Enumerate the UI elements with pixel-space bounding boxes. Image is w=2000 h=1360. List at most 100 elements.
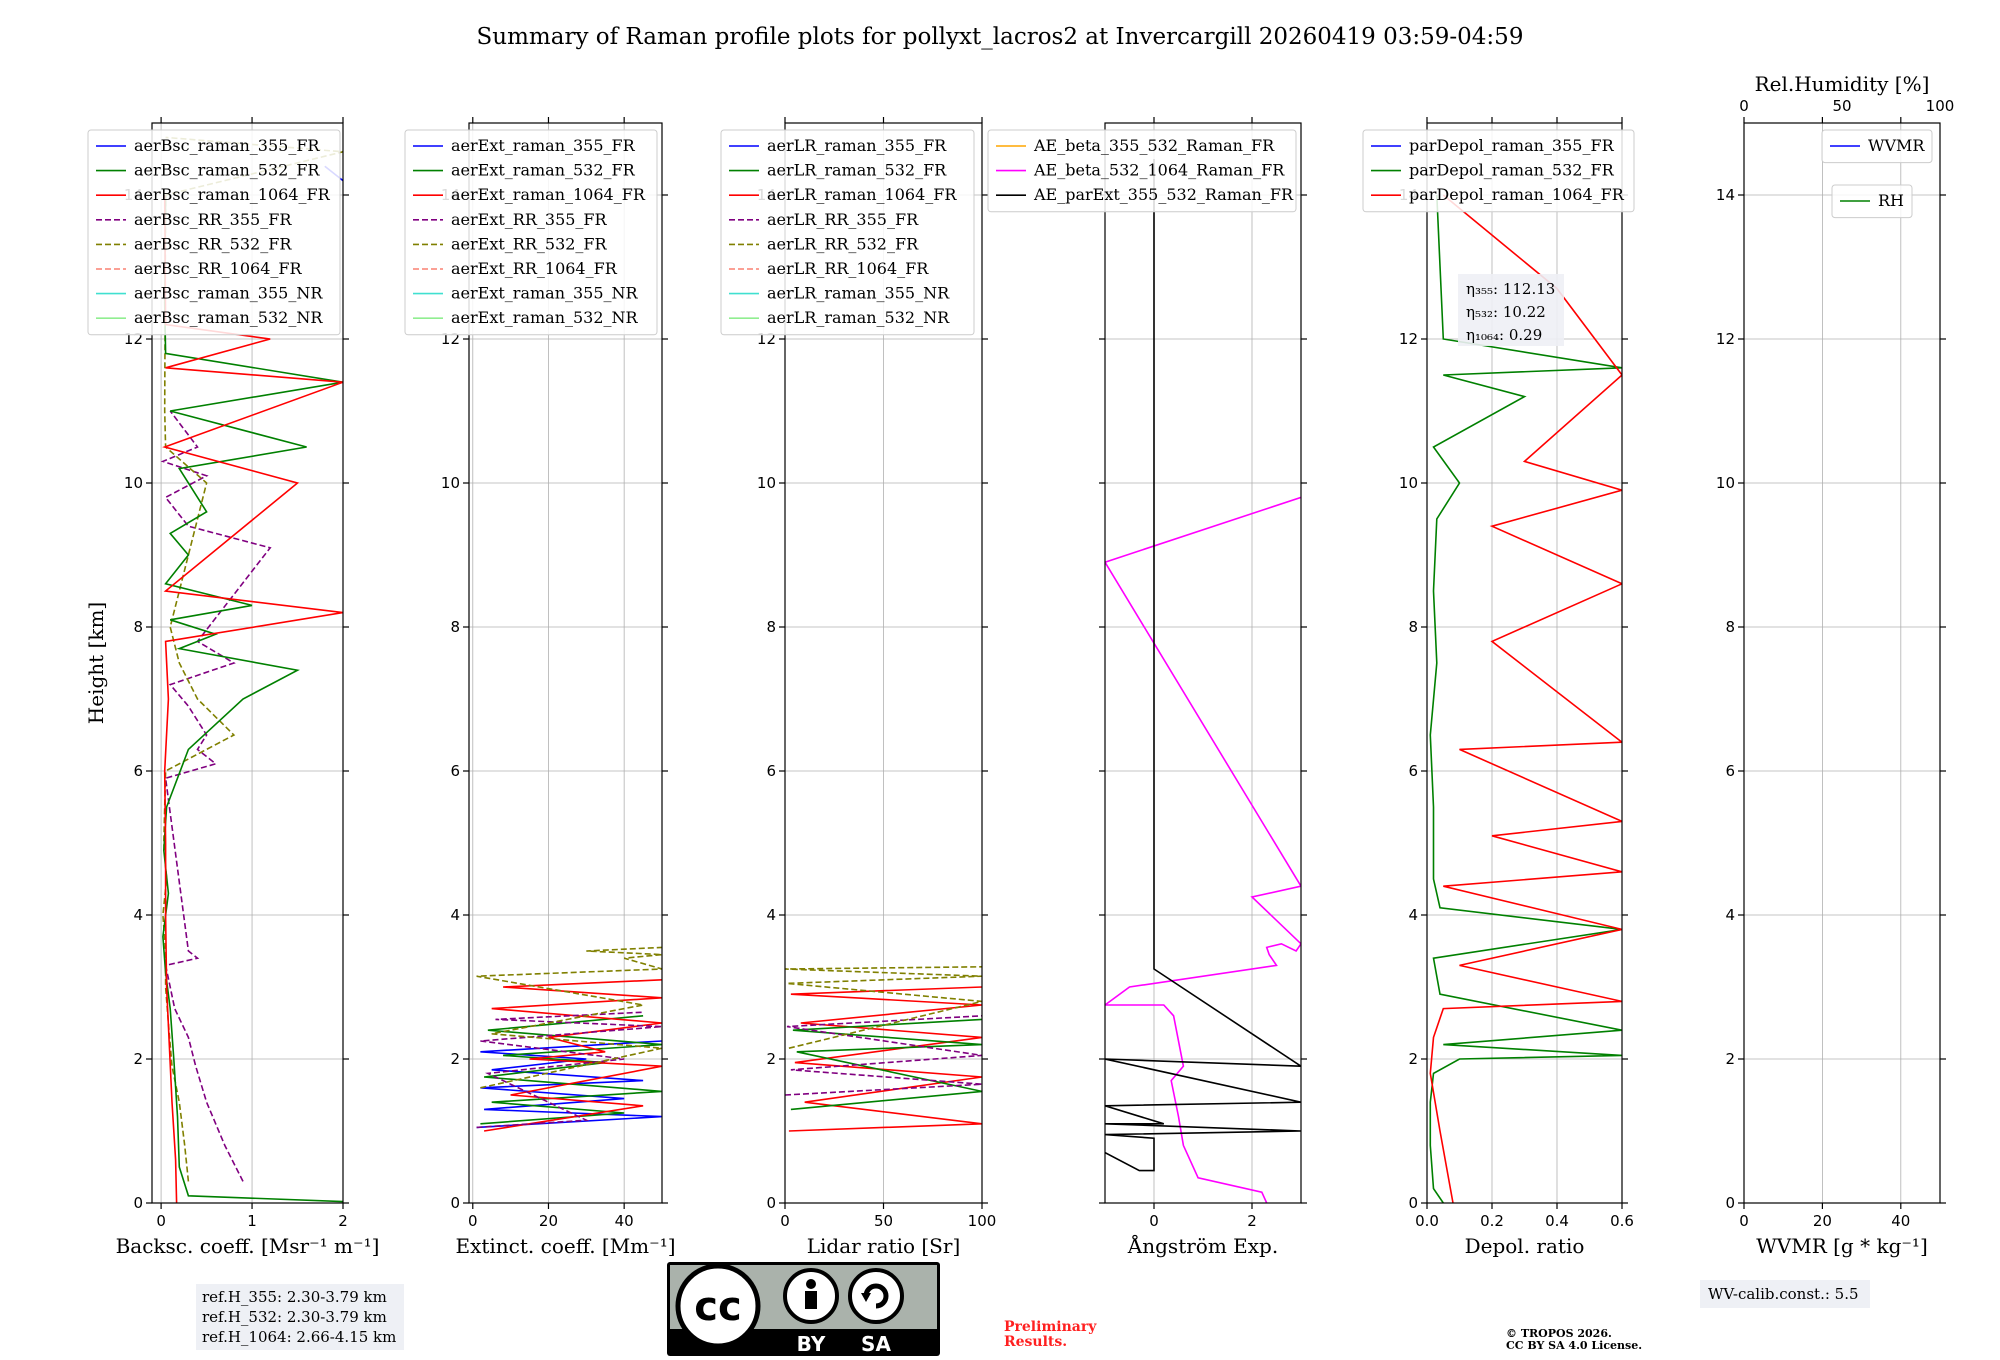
ytick-label: 10 — [441, 474, 460, 492]
legend-label: aerLR_raman_355_FR — [767, 136, 947, 155]
ytick-label: 10 — [1716, 474, 1735, 492]
ytick-label: 8 — [1725, 618, 1735, 636]
series-group-ang — [1105, 159, 1301, 1203]
eta-532: η₅₃₂: 10.22 — [1466, 303, 1546, 321]
xtick-label: 2 — [1247, 1212, 1257, 1230]
legend-label: WVMR — [1868, 136, 1925, 155]
legend-label: AE_parExt_355_532_Raman_FR — [1033, 185, 1294, 204]
series-aerBsc_RR_355_FR — [160, 410, 272, 1182]
xtick-label: 0 — [156, 1212, 166, 1230]
legend-label: aerExt_raman_532_FR — [451, 161, 636, 180]
panel-bsc: 02468101214012Backsc. coeff. [Msr⁻¹ m⁻¹]… — [87, 117, 380, 1258]
xtick-label: 20 — [539, 1212, 558, 1230]
legend-frame — [87, 129, 341, 336]
legend-frame — [1362, 129, 1635, 213]
ytick-label: 4 — [766, 906, 776, 924]
eta-1064: η₁₀₆₄: 0.29 — [1466, 326, 1542, 344]
series-aerBsc_raman_1064_FR — [162, 194, 343, 1203]
ref-height-1064: ref.H_1064: 2.66-4.15 km — [202, 1328, 396, 1346]
legend-label: aerBsc_raman_532_NR — [134, 308, 323, 327]
panel-lr: 02468101214050100Lidar ratio [Sr]aerLR_r… — [720, 117, 997, 1258]
grid-ang — [1105, 123, 1301, 1204]
ytick-label: 0 — [133, 1194, 143, 1212]
ytick-label: 4 — [450, 906, 460, 924]
grid-wv — [1743, 123, 1940, 1204]
series-aerBsc_RR_532_FR — [162, 136, 343, 1182]
ytick-label: 8 — [133, 618, 143, 636]
xtick-label: 0 — [1149, 1212, 1159, 1230]
legend-label: aerLR_RR_355_FR — [767, 210, 919, 229]
series-AE_beta_532_1064_Raman_FR — [1105, 496, 1301, 1203]
series-aerLR_RR_532_FR — [785, 966, 982, 1049]
xtick-label: 20 — [1813, 1212, 1832, 1230]
legend-lr: aerLR_raman_355_FR aerLR_raman_532_FR aerL… — [720, 129, 975, 336]
depol-eta-box: η₃₅₅: 112.13 η₅₃₂: 10.22 η₁₀₆₄: 0.29 — [1458, 274, 1564, 346]
cc-license-badge: cc BY SA — [667, 1262, 940, 1356]
ytick-label: 0 — [766, 1194, 776, 1212]
legend-label: aerExt_raman_1064_FR — [451, 185, 646, 204]
xaxis-label-bsc: Backsc. coeff. [Msr⁻¹ m⁻¹] — [116, 1234, 380, 1258]
legend-label: aerExt_raman_532_NR — [451, 308, 639, 327]
axes-frame-ext — [468, 122, 663, 1204]
series-aerLR_RR_355_FR — [785, 1015, 982, 1096]
xaxis-label-wv: WVMR [g * kg⁻¹] — [1756, 1234, 1928, 1258]
legend-label: aerLR_raman_532_FR — [767, 161, 947, 180]
legend-label: RH — [1878, 191, 1904, 210]
ytick-label: 14 — [1716, 186, 1735, 204]
eta-355: η₃₅₅: 112.13 — [1466, 280, 1555, 298]
legend-label: aerExt_RR_355_FR — [451, 210, 608, 229]
ref-height-532: ref.H_532: 2.30-3.79 km — [202, 1308, 387, 1326]
ytick-label: 6 — [450, 762, 460, 780]
ytick-label: 4 — [133, 906, 143, 924]
series-group-ext — [476, 946, 662, 1132]
legend-label: parDepol_raman_1064_FR — [1409, 185, 1625, 204]
xtick-label: 1 — [247, 1212, 257, 1230]
xtick-label: 0.2 — [1480, 1212, 1504, 1230]
panel-wv: 0 2 4 6 8 10 12 14 0 20 40 WVMR [g * kg⁻¹] 0 50 100Rel… — [1716, 72, 1954, 1258]
ref-height-355: ref.H_355: 2.30-3.79 km — [202, 1288, 387, 1306]
legend-label: aerBsc_raman_1064_FR — [134, 185, 331, 204]
ytick-label: 0 — [1725, 1194, 1735, 1212]
top-xaxis-label: Rel.Humidity [%] — [1755, 72, 1930, 96]
xaxis-label-lr: Lidar ratio [Sr] — [807, 1234, 961, 1258]
ytick-label: 2 — [133, 1050, 143, 1068]
legend-label: AE_beta_355_532_Raman_FR — [1033, 136, 1275, 155]
ytick-label: 10 — [757, 474, 776, 492]
legend-label: aerExt_RR_1064_FR — [451, 259, 618, 278]
license-sa-label: SA — [861, 1332, 891, 1356]
xaxis-label-ang: Ångström Exp. — [1127, 1233, 1278, 1258]
legend-label: parDepol_raman_355_FR — [1409, 136, 1615, 155]
legend-label: aerBsc_RR_1064_FR — [134, 259, 303, 278]
series-group-dep — [1429, 194, 1622, 1203]
legend-label: aerBsc_raman_532_FR — [134, 161, 320, 180]
xaxis-label-dep: Depol. ratio — [1465, 1234, 1585, 1258]
xtick-label: 0.4 — [1545, 1212, 1569, 1230]
legend-label: aerLR_RR_1064_FR — [767, 259, 929, 278]
legend-wvmr: WVMR — [1821, 129, 1933, 164]
preliminary-line2: Results. — [1004, 1334, 1067, 1350]
xtick-label: 0 — [1739, 1212, 1749, 1230]
xtick-label: 40 — [615, 1212, 634, 1230]
ytick-label: 0 — [1408, 1194, 1418, 1212]
ytick-label: 8 — [1408, 618, 1418, 636]
xtick-label: 40 — [1891, 1212, 1910, 1230]
xtick-label: 2 — [338, 1212, 348, 1230]
axes-frame-wv — [1743, 122, 1941, 1204]
xtick-label: 0 — [468, 1212, 478, 1230]
top-xtick-label: 0 — [1739, 97, 1749, 115]
top-xtick-label: 50 — [1832, 97, 1851, 115]
xtick-label: 0.0 — [1415, 1212, 1439, 1230]
legend-label: aerExt_raman_355_NR — [451, 284, 639, 303]
wv-calib-box: WV-calib.const.: 5.5 — [1700, 1280, 1870, 1308]
ytick-label: 6 — [133, 762, 143, 780]
xtick-label: 100 — [968, 1212, 997, 1230]
legend-label: aerExt_RR_532_FR — [451, 234, 608, 253]
copyright-line1: © TROPOS 2026. — [1506, 1327, 1612, 1340]
y-axis-label: Height [km] — [84, 602, 108, 724]
series-aerBsc_raman_532_FR — [162, 194, 343, 1203]
xaxis-label-ext: Extinct. coeff. [Mm⁻¹] — [455, 1234, 675, 1258]
figure-title: Summary of Raman profile plots for polly… — [477, 24, 1524, 50]
legend-label: aerLR_RR_532_FR — [767, 234, 919, 253]
license-by-label: BY — [797, 1332, 826, 1356]
